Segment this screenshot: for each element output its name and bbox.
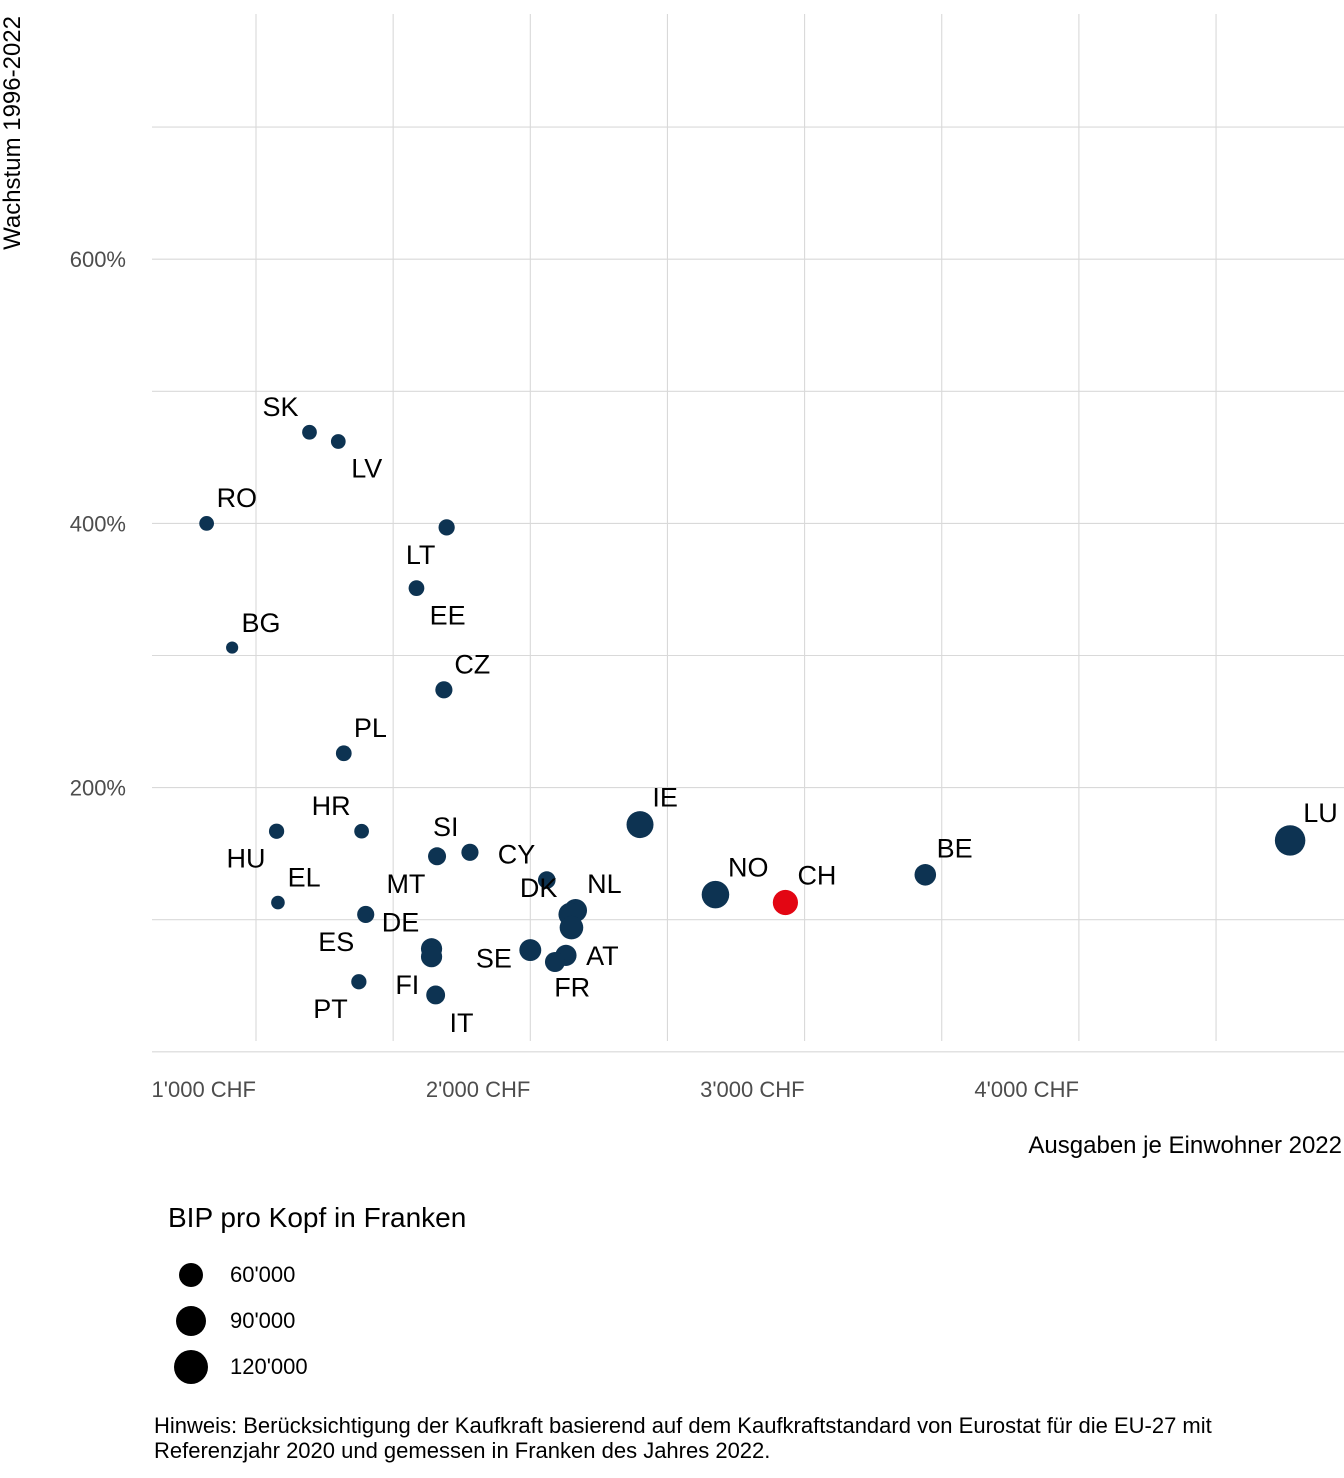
legend-item: 120'000 (168, 1344, 466, 1390)
x-tick-label: 3'000 CHF (700, 1077, 804, 1102)
point-label-lv: LV (351, 454, 382, 484)
x-axis-ticks: 1'000 CHF 2'000 CHF 3'000 CHF 4'000 CHF (152, 1077, 1079, 1102)
data-point-hr (354, 823, 369, 839)
data-point-be (914, 864, 937, 886)
data-point-at (559, 915, 584, 940)
data-point-ch (772, 889, 798, 916)
point-label-de: DE (382, 908, 420, 938)
point-label-sk: SK (263, 392, 299, 422)
data-point-cz (435, 681, 453, 699)
data-point-it (426, 985, 446, 1005)
y-tick-label: 400% (70, 511, 126, 536)
point-label-mt: MT (386, 869, 425, 899)
point-label-pt: PT (313, 994, 348, 1024)
data-point-ro (199, 516, 214, 531)
data-point-cy (537, 871, 556, 889)
scatter-chart: 200% 400% 600% 1'000 CHF 2'000 CHF 3'000 CHF… (0, 14, 1344, 1159)
point-label-ro: RO (217, 483, 258, 513)
x-tick-label: 1'000 CHF (152, 1077, 256, 1102)
data-point-ie (626, 811, 654, 839)
point-label-cz: CZ (454, 649, 490, 679)
data-point-pt (351, 974, 367, 990)
data-point-pl (335, 745, 352, 762)
data-point-ee (408, 580, 425, 596)
data-point-lv (330, 434, 346, 449)
point-labels: SK LV RO LT EE BG CZ PL IE HU HR LU SI MT BE CY NO CH EL NL… (217, 392, 1338, 1038)
data-point-el (271, 895, 285, 910)
y-axis-title: Wachstum 1996-2022 (0, 16, 26, 250)
data-point-si (461, 843, 479, 861)
point-label-cy: CY (498, 839, 536, 869)
point-label-hr: HR (312, 791, 351, 821)
grid-lines-minor (152, 14, 1344, 1053)
point-label-nl: NL (587, 869, 622, 899)
point-label-be: BE (937, 834, 973, 864)
legend-label: 60'000 (230, 1262, 296, 1287)
data-point-fr2 (544, 951, 566, 973)
point-label-fi: FI (395, 970, 419, 1000)
legend-title: BIP pro Kopf in Franken (168, 1202, 467, 1233)
data-point-se (519, 939, 542, 962)
point-label-bg: BG (242, 608, 281, 638)
point-label-hu: HU (227, 843, 266, 873)
data-point-fi (420, 946, 443, 968)
data-point-lt (438, 519, 455, 536)
data-point-no (701, 880, 730, 909)
data-point-lu (1274, 825, 1306, 856)
footnote: Hinweis: Berücksichtigung der Kaufkraft … (154, 1413, 1212, 1463)
point-label-ie: IE (652, 783, 678, 813)
x-tick-label: 4'000 CHF (974, 1077, 1078, 1102)
data-point-hu (268, 823, 285, 839)
point-label-no: NO (728, 852, 769, 882)
data-point-es (357, 905, 375, 923)
y-tick-label: 600% (70, 247, 126, 272)
point-label-si: SI (433, 812, 459, 842)
point-label-fr: FR (554, 973, 590, 1003)
y-tick-label: 200% (70, 776, 126, 801)
point-label-el: EL (288, 862, 321, 892)
y-axis-ticks: 200% 400% 600% (70, 247, 126, 800)
legend-dot-large (174, 1350, 208, 1384)
legend-item: 90'000 (168, 1298, 466, 1344)
point-label-dk: DK (520, 873, 558, 903)
x-tick-label: 2'000 CHF (426, 1077, 530, 1102)
legend-item: 60'000 (168, 1252, 466, 1298)
size-legend: BIP pro Kopf in Franken 60'000 90'000 12… (168, 1202, 466, 1390)
data-points (199, 424, 1306, 1005)
point-label-ee: EE (430, 600, 466, 630)
point-label-se: SE (476, 943, 512, 973)
point-label-it: IT (449, 1008, 473, 1038)
x-axis-title: Ausgaben je Einwohner 2022 (1028, 1132, 1342, 1159)
grid-lines-major (152, 14, 1344, 1041)
data-point-sk (302, 424, 317, 440)
legend-dot-small (179, 1263, 203, 1287)
point-label-pl: PL (354, 713, 387, 743)
data-point-mt (428, 847, 447, 866)
point-label-lt: LT (406, 540, 436, 570)
point-label-es: ES (318, 927, 354, 957)
legend-label: 90'000 (230, 1308, 296, 1333)
point-label-at: AT (586, 941, 619, 971)
point-label-lu: LU (1303, 798, 1338, 828)
legend-label: 120'000 (230, 1354, 308, 1379)
point-label-ch: CH (797, 861, 836, 891)
legend-dot-medium (176, 1306, 206, 1336)
data-point-bg (226, 641, 239, 654)
